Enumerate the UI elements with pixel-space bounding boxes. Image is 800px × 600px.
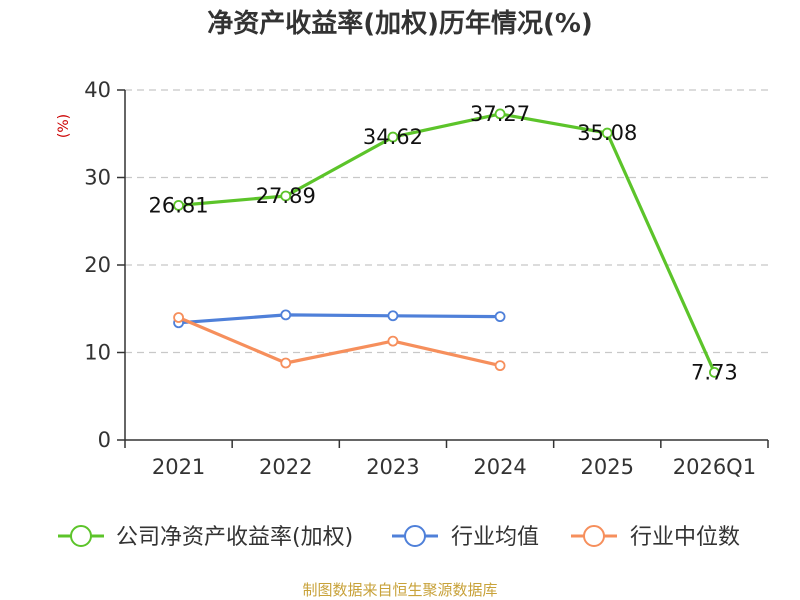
x-tick-label-2025: 2025 [581, 455, 634, 479]
legend-item-0: 公司净资产收益率(加权) [58, 525, 353, 550]
series-0 [173, 108, 720, 378]
data-point-2-1 [280, 357, 292, 369]
data-point-1-1 [280, 309, 292, 321]
data-label-0-5: 7.73 [691, 360, 738, 384]
source-note: 制图数据来自恒生聚源数据库 [302, 581, 497, 599]
x-tick-label-2026Q1: 2026Q1 [673, 455, 756, 479]
legend-swatch-marker-0 [70, 525, 92, 547]
data-point-0-4 [601, 127, 613, 139]
x-tick-label-2022: 2022 [259, 455, 312, 479]
series-2 [173, 312, 506, 372]
data-point-2-2 [387, 335, 399, 347]
x-tick-label-2021: 2021 [152, 455, 205, 479]
legend-swatch-marker-1 [404, 525, 426, 547]
legend-label-0: 公司净资产收益率(加权) [116, 525, 353, 550]
y-tick-label-30: 30 [84, 166, 111, 190]
y-tick-label-10: 10 [84, 341, 111, 365]
x-tick-label-2024: 2024 [473, 455, 526, 479]
axes: 0 10 20 30 40 2021 2022 2023 2024 2025 2026Q1 [84, 78, 769, 479]
series-line-2 [177, 316, 501, 368]
y-tick-label-40: 40 [84, 78, 111, 102]
data-point-0-0 [173, 200, 184, 211]
chart-title: 净资产收益率(加权)历年情况(%) [207, 8, 593, 39]
data-label-0-4: 35.08 [577, 121, 637, 145]
data-point-0-3 [494, 108, 506, 120]
data-point-2-3 [494, 360, 506, 372]
legend-swatch-marker-2 [583, 525, 605, 547]
legend-label-1: 行业均值 [451, 525, 539, 550]
series-line-1 [178, 313, 501, 325]
data-label-0-1: 27.89 [256, 184, 316, 208]
x-tick-label-2023: 2023 [366, 455, 419, 479]
y-tick-label-20: 20 [84, 253, 111, 277]
legend-item-2: 行业中位数 [571, 525, 740, 550]
legend: 公司净资产收益率(加权) 行业均值 行业中位数 [58, 525, 740, 550]
legend-label-2: 行业中位数 [630, 525, 740, 550]
data-label-0-0: 26.81 [149, 193, 209, 217]
data-point-1-2 [387, 310, 399, 322]
data-point-2-0 [173, 312, 184, 323]
data-point-0-5 [709, 366, 720, 378]
y-tick-label-0: 0 [98, 428, 111, 452]
series-1 [173, 309, 506, 329]
data-label-0-3: 37.27 [470, 102, 530, 126]
series-line-0 [178, 112, 716, 374]
data-label-0-2: 34.62 [363, 125, 423, 149]
series-lines [173, 108, 720, 378]
data-point-0-2 [387, 131, 399, 143]
y-axis-label: (%) [56, 114, 72, 138]
grid-lines [125, 89, 768, 354]
data-point-0-1 [280, 190, 292, 202]
data-labels: 26.81 27.89 34.62 37.27 35.08 7.73 [149, 102, 738, 384]
legend-item-1: 行业均值 [392, 525, 539, 550]
data-point-1-3 [494, 311, 506, 323]
